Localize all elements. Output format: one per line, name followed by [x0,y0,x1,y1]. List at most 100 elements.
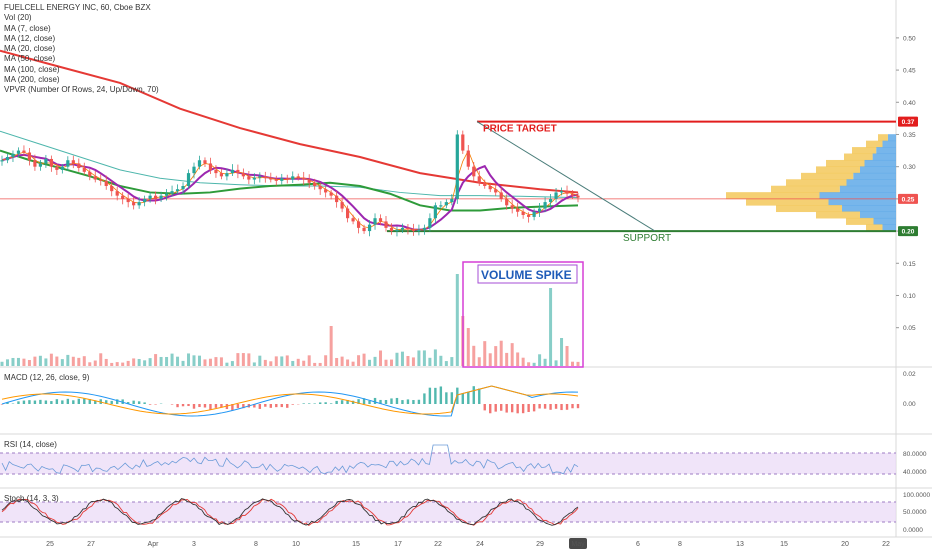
macd-histogram-bar [28,400,31,404]
price-badge [898,226,918,237]
vpvr-bar-down [816,166,860,174]
macd-histogram-bar [94,400,97,404]
volume-bar [165,356,169,366]
volume-bar [16,357,20,366]
x-axis-label: May [571,541,585,548]
volume-bar [296,358,300,366]
candle-body [175,189,180,192]
vpvr-bar-up [887,134,896,142]
macd-histogram-bar [313,403,316,404]
macd-histogram-bar [203,404,207,408]
macd-histogram-bar [308,403,311,404]
macd-histogram-bar [132,400,135,404]
legend-ma100: MA (100, close) [4,64,60,74]
macd-histogram-bar [390,398,393,404]
volume-bar [373,356,377,366]
support-label: SUPPORT [623,233,671,244]
ma-short-line [1,153,579,231]
macd-histogram-bar [368,400,371,404]
macd-histogram-bar [554,404,558,409]
volume-bar [99,353,103,366]
candle-body [483,182,487,186]
volume-bar [219,357,223,366]
macd-histogram-bar [494,404,497,412]
candle-body [351,218,355,222]
candle-body [88,171,92,177]
legend-ma200: MA (200, close) [4,75,60,85]
macd-histogram-bar [214,404,218,408]
x-axis-label: 3 [192,541,196,548]
volume-bar [241,353,245,366]
macd-histogram-bar [516,404,519,414]
volume-bar [521,357,525,366]
macd-histogram-bar [143,402,146,404]
volume-bar [510,343,514,366]
candle-body [548,198,553,203]
candle-body [241,173,245,177]
volume-bar [143,360,147,366]
candle-body [411,229,416,232]
macd-histogram-bar [576,404,580,409]
volume-bar [455,274,459,366]
candle-body [27,152,32,161]
volume-bar [318,362,322,366]
price-badge [898,193,918,204]
candle-body [143,198,147,203]
macd-histogram-bar [209,404,212,410]
candle-body [159,195,163,199]
stoch-k-line [1,498,579,526]
candle-body [115,191,119,196]
volume-bar [225,362,229,366]
candle-body [71,160,75,164]
volume-bar [329,326,333,366]
volume-bar [88,362,92,366]
macd-histogram-bar [110,400,113,404]
vpvr-bar-down [786,179,847,187]
macd-histogram-bar [335,400,338,404]
macd-histogram-bar [187,404,190,407]
macd-histogram-bar [406,399,410,404]
macd-histogram-bar [428,387,432,404]
volume-bar [389,359,393,366]
volume-bar [477,357,481,366]
x-axis-label: 25 [46,541,54,548]
macd-histogram-bar [483,404,486,411]
candle-body [252,177,256,180]
macd-histogram-bar [467,392,470,404]
macd-axis-label: 0.00 [903,401,916,408]
candle-body [378,218,383,222]
volume-bar [208,358,212,366]
macd-histogram-bar [242,404,245,409]
macd-histogram-bar [55,399,59,404]
x-axis-label: 8 [678,541,682,548]
volume-bar [132,358,136,366]
candle-body [505,198,509,206]
volume-bar [236,353,240,366]
x-axis-label: 24 [476,541,484,548]
price-tick-label: 0.50 [903,35,916,42]
candle-body [428,218,432,228]
volume-bar [368,359,372,366]
candle-body [77,163,81,168]
candle-body [214,169,218,174]
candle-body [132,202,136,206]
macd-histogram-bar [137,401,141,404]
macd-histogram-bar [253,404,256,408]
volume-bar [104,358,108,366]
ma-fast-line [1,149,579,231]
volume-bar [422,350,426,366]
macd-histogram-bar [538,404,541,409]
macd-histogram-bar [510,404,514,413]
vpvr-bar-down [771,185,840,193]
legend-vpvr: VPVR (Number Of Rows, 24, Up/Down, 70) [4,85,159,95]
volume-bar [154,354,158,366]
trendline [476,121,656,232]
candle-body [521,211,525,215]
volume-spike-label: VOLUME SPIKE [481,268,572,282]
volume-bar [384,359,388,366]
macd-histogram-bar [351,400,355,404]
price-target-label: PRICE TARGET [483,124,557,135]
candle-body [318,186,322,190]
volume-bar [274,356,278,366]
